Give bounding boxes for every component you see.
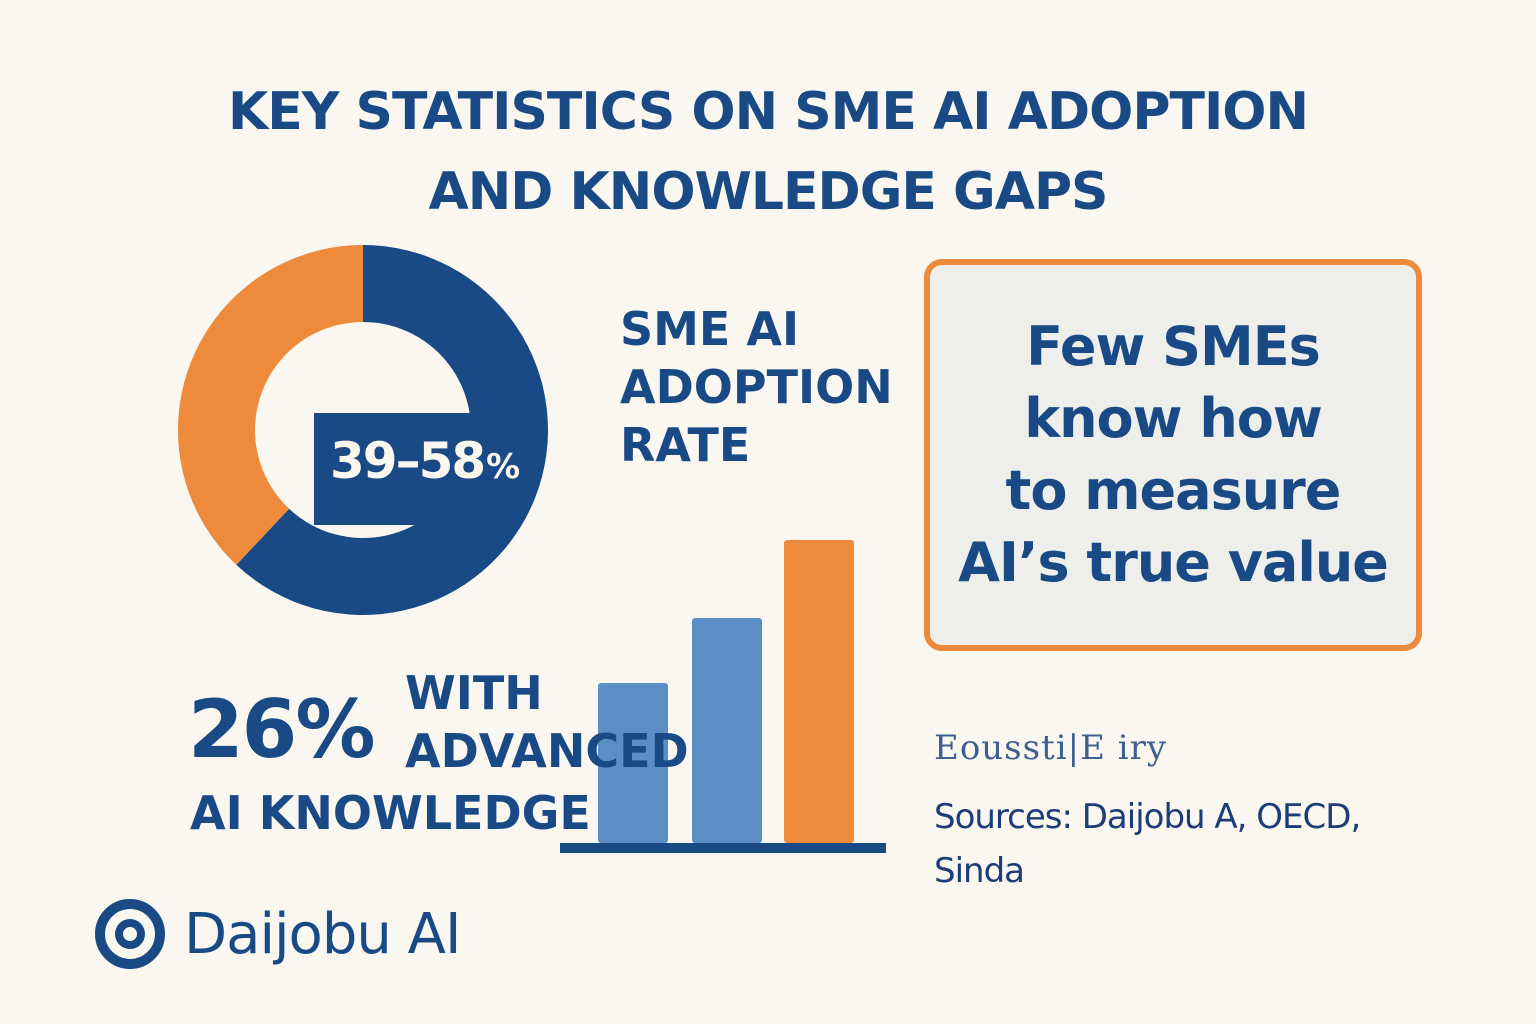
knowledge-label-line: ADVANCED [405,724,689,778]
title-line-2: AND KNOWLEDGE GAPS [428,162,1108,222]
brand-name: Daijobu AI [184,901,461,967]
bar [598,683,668,843]
brand-logo: Daijobu AI [94,898,461,970]
title-line-1: KEY STATISTICS ON SME AI ADOPTION [227,82,1309,142]
knowledge-label-line: WITH [405,666,543,720]
callout-line: know how [1024,387,1323,450]
x-axis-baseline [560,843,886,853]
donut-label-block [314,413,474,525]
knowledge-value: 26% [188,683,375,776]
adoption-label-line: SME AI [620,302,800,356]
bar-chart [560,540,886,853]
adoption-range: 39–58 [330,432,486,490]
callout-line: Few SMEs [1026,315,1321,378]
callout-text: Few SMEs know how to measure AI’s true v… [958,311,1389,599]
callout-line: AI’s true value [958,531,1389,594]
bar [692,618,762,843]
adoption-value: 39–58% [330,432,520,490]
sources-text: Sources: Daijobu A, OECD, Sinda [934,797,1361,891]
page-title: KEY STATISTICS ON SME AI ADOPTION AND KN… [0,72,1536,232]
callout-line: to measure [1005,459,1342,522]
target-icon [95,899,165,969]
garbled-text: Eoussti|E iry [934,728,1168,768]
bar [784,540,854,843]
adoption-label: SME AI ADOPTION RATE [620,300,893,474]
adoption-label-line: ADOPTION [620,360,893,414]
knowledge-label: WITH ADVANCED [405,664,689,780]
donut-segment [178,245,363,565]
adoption-label-line: RATE [620,418,751,472]
adoption-unit: % [486,447,520,487]
knowledge-label-ai: AI KNOWLEDGE [190,786,591,840]
callout-box: Few SMEs know how to measure AI’s true v… [924,259,1422,651]
adoption-donut-chart [178,245,549,615]
